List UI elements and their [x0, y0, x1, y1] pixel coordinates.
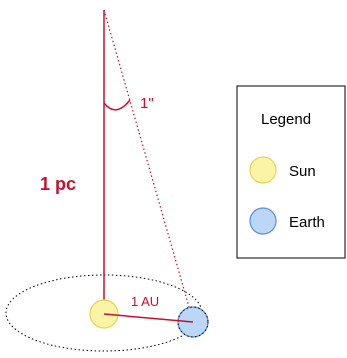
angle-label: 1" — [140, 95, 154, 112]
sun-earth-baseline — [103, 313, 194, 323]
legend-earth-icon — [249, 207, 277, 235]
baseline-label: 1 AU — [131, 294, 159, 309]
legend-sun-icon — [249, 156, 277, 184]
parallax-angle-arc — [103, 99, 131, 111]
distance-label: 1 pc — [40, 174, 76, 194]
legend-earth-label: Earth — [289, 214, 325, 231]
legend-sun-label: Sun — [289, 163, 316, 180]
legend-title: Legend — [261, 111, 311, 128]
star-earth-sightline — [103, 9, 194, 322]
earth-outline-dotted — [177, 306, 209, 338]
legend: Legend Sun Earth — [236, 85, 346, 259]
